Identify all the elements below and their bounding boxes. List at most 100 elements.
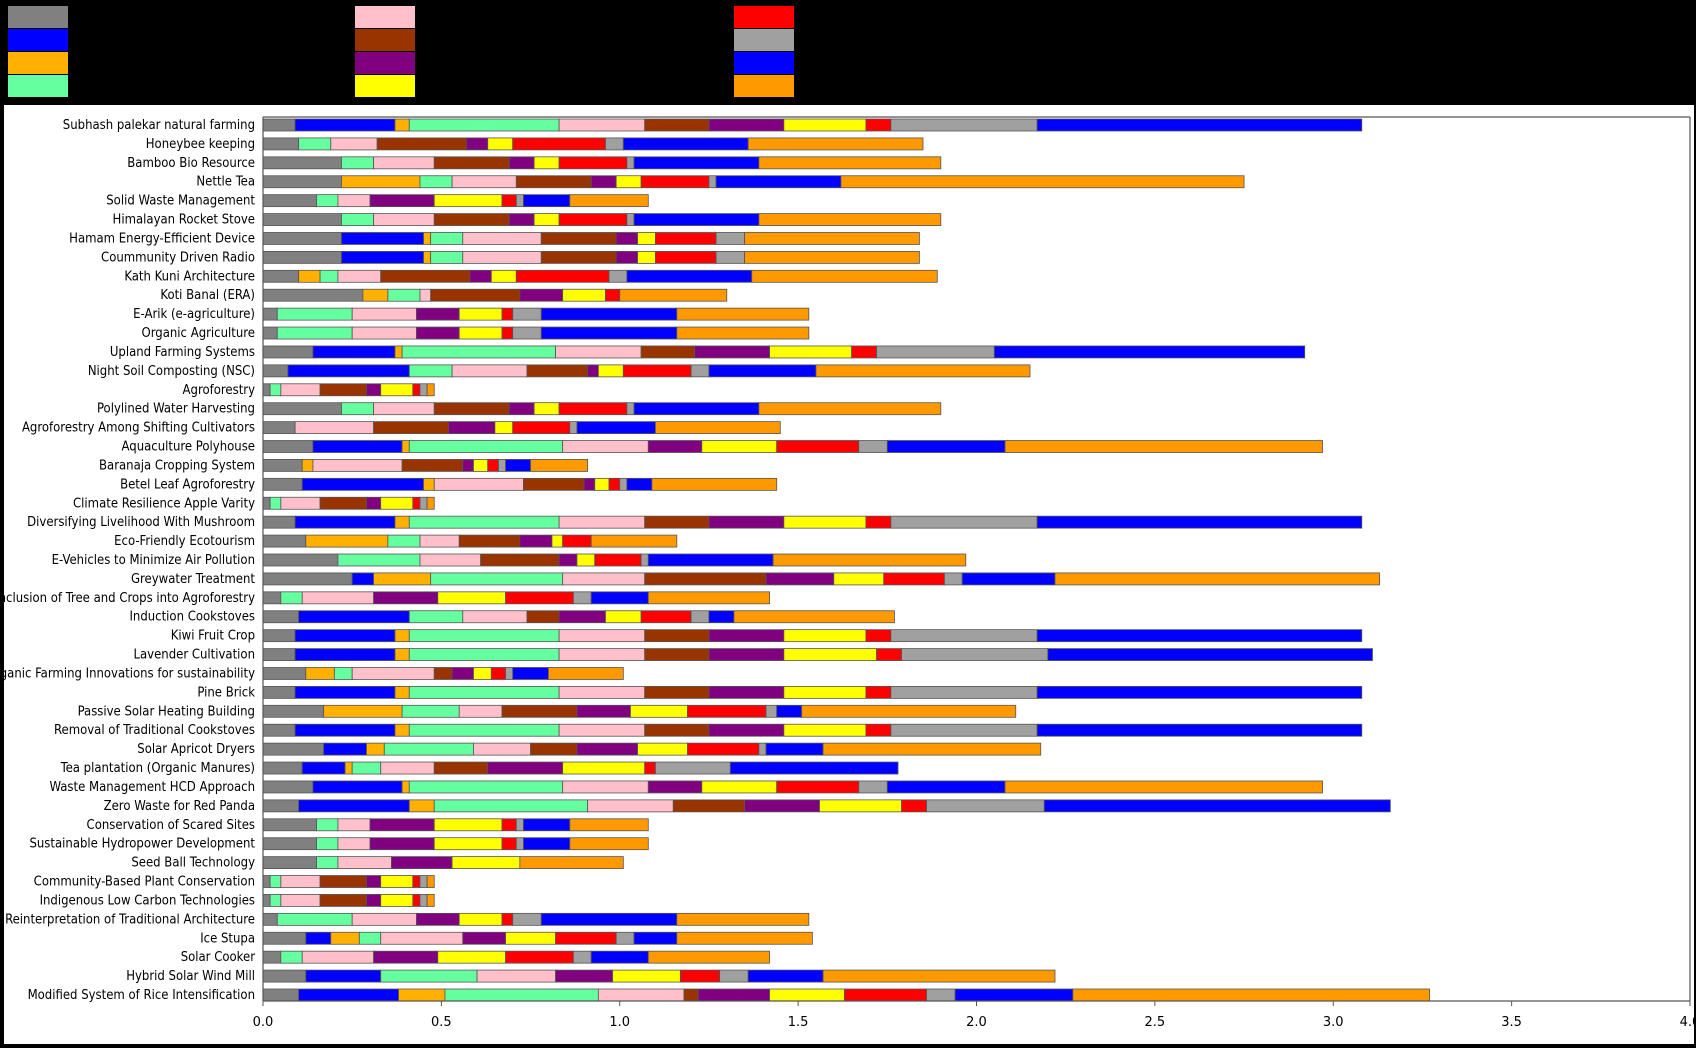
bar-segment [487,761,564,775]
bar-segment [408,799,435,813]
bar-segment [558,610,606,624]
bar-segment [312,345,396,359]
bar-segment [426,496,435,510]
bar-segment [640,345,696,359]
bar-segment [819,799,902,813]
bar-segment [380,894,414,907]
bar-segment [408,118,560,132]
bar-segment [701,780,778,794]
bar-segment [408,685,560,699]
bar-segment [448,421,496,435]
bar-segment [262,383,271,397]
bar-segment [262,629,296,643]
bar-segment [358,931,382,945]
bar-segment [1072,988,1430,1002]
bar-segment [701,440,778,453]
bar-segment [394,118,410,132]
bar-segment [572,591,592,605]
bar-segment [262,856,317,870]
bar-segment [1043,799,1391,813]
bar-segment [551,534,564,548]
bar-segment [505,950,574,964]
bar-segment [747,969,824,983]
x-tick-label: 4.0 [1680,1015,1694,1030]
bar-segment [615,250,638,264]
bar-segment [433,477,524,491]
bar-segment [694,345,770,359]
bar-segment [622,364,692,378]
bar-segment [373,950,439,964]
bar-segment [505,931,556,945]
bar-segment [801,704,1017,718]
bar-segment [512,421,571,435]
bar-segment [262,459,303,472]
category-label: Removal of Traditional Cookstoves [54,723,255,738]
bar-segment [865,723,892,737]
bar-segment [294,648,396,661]
bar-segment [262,818,317,832]
bar-segment [351,761,382,775]
bar-segment [540,326,678,340]
bar-segment [708,685,785,699]
bar-segment [1004,440,1323,453]
category-label: Hybrid Solar Wind Mill [126,969,255,984]
bar-segment [351,326,417,340]
bar-segment [366,383,382,397]
bar-segment [301,950,374,964]
bar-segment [697,988,770,1002]
legend-swatch [734,52,794,74]
bar-segment [280,496,321,510]
bar-segment [558,213,628,226]
legend-swatch [734,75,794,97]
category-label: Ice Stupa [200,931,255,946]
category-label: Subhash palekar natural farming [63,118,255,133]
bar-segment [519,288,564,302]
bar-segment [765,742,824,756]
bar-segment [583,477,596,491]
bar-segment [926,988,956,1002]
bar-segment [462,931,506,945]
bar-segment [458,534,521,548]
bar-segment [501,307,514,321]
category-label: Passive Solar Heating Building [78,704,255,719]
bar-segment [262,477,303,491]
bar-segment [319,496,367,510]
bar-segment [458,307,503,321]
bar-segment [433,818,503,832]
bar-segment [1036,629,1363,643]
bar-segment [886,440,1006,453]
bar-segment [373,591,439,605]
bar-segment [626,156,635,170]
bar-segment [473,742,531,756]
bar-segment [715,232,746,245]
category-label: Aquaculture Polyhouse [122,440,256,455]
bar-segment [262,496,271,510]
bar-segment [401,345,556,359]
bar-segment [783,723,867,737]
bar-segment [294,421,374,435]
bar-segment [744,250,920,264]
bar-segment [415,326,460,340]
bar-segment [262,213,342,226]
bar-segment [451,856,521,870]
legend-swatch [8,6,68,28]
bar-segment [655,232,717,245]
bar-segment [526,610,560,624]
bar-segment [408,629,560,643]
bar-segment [344,761,353,775]
bar-segment [412,383,421,397]
bar-segment [523,837,571,851]
category-label: Agroforestry Among Shifting Cultivators [22,421,255,436]
bar-segment [676,326,810,340]
category-label: Diversifying Livelihood With Mushroom [27,515,255,530]
bar-segment [558,156,628,170]
bar-segment [301,761,346,775]
bar-segment [262,610,300,624]
bar-segment [408,648,560,661]
bar-segment [783,629,867,643]
x-tick-label: 0.5 [431,1015,452,1030]
bar-segment [758,156,942,170]
bar-segment [462,459,474,472]
bar-segment [597,988,685,1002]
bar-segment [262,875,271,888]
